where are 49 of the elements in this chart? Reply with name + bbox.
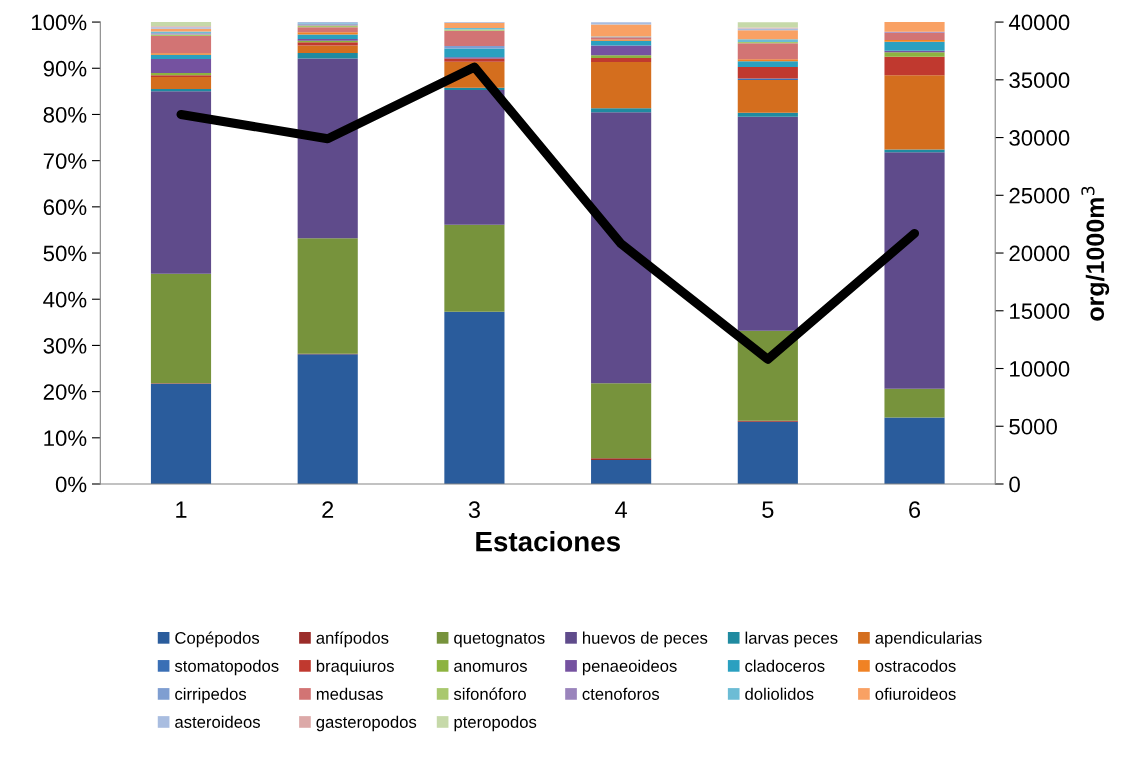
x-tick-label: 2 — [322, 501, 334, 518]
x-axis-title: Estaciones — [476, 531, 620, 552]
y2-tick-label: 10000 — [1010, 361, 1070, 377]
x-tick-label: 6 — [909, 501, 921, 519]
legend-label: anfípodos — [316, 631, 389, 648]
y-tick-label: 90% — [43, 60, 87, 77]
legend-label: Copépodos — [175, 631, 260, 648]
legend-label: anomuros — [454, 662, 527, 672]
legend-label: quetognatos — [454, 632, 545, 648]
legend-label: asteroideos — [175, 715, 260, 728]
legend-label: huevos de peces — [583, 631, 708, 648]
legend-label: braquiuros — [316, 659, 394, 676]
legend-label: pteropodos — [454, 715, 537, 732]
legend-label: stomatopodos — [174, 659, 279, 676]
y-tick-label: 40% — [43, 291, 87, 308]
x-tick-label: 4 — [615, 501, 627, 518]
legend-label: medusas — [316, 687, 383, 700]
legend-label: apendicularias — [875, 631, 982, 648]
y-tick-label: 10% — [44, 430, 87, 447]
y-tick-label: 80% — [43, 106, 87, 123]
y-tick-label: 0% — [55, 476, 87, 493]
legend-label: ostracodos — [875, 659, 956, 672]
y2-axis-title: org/1000m$^{3}$ — [1081, 186, 1110, 321]
y2-tick-label: 40000 — [1008, 14, 1070, 31]
legend-label: cirripedos — [175, 687, 247, 704]
x-tick-label: 5 — [762, 501, 774, 519]
y-tick-label: 60% — [43, 199, 87, 216]
y2-tick-label: 25000 — [1009, 187, 1070, 204]
legend-label: gasteropodos — [316, 715, 417, 732]
x-tick-label: 1 — [176, 501, 187, 518]
y-tick-label: 70% — [43, 153, 87, 169]
legend-label: doliolidos — [745, 687, 814, 700]
legend-label: penaeoideos — [582, 659, 677, 676]
y2-tick-label: 0 — [1009, 476, 1020, 493]
y-tick-label: 30% — [43, 337, 87, 354]
y2-tick-label: 30000 — [1009, 130, 1070, 146]
legend-label: larvas peces — [745, 631, 838, 648]
legend-label: ctenoforos — [582, 687, 660, 700]
y-tick-label: 100% — [31, 14, 87, 31]
y2-tick-label: 5000 — [1009, 418, 1057, 435]
y-tick-label: 50% — [43, 245, 87, 262]
y2-tick-label: 35000 — [1009, 72, 1070, 89]
legend-label: cladoceros — [745, 659, 825, 672]
y2-tick-label: 20000 — [1009, 245, 1070, 262]
legend-label: sifonóforo — [453, 687, 526, 700]
legend-label: ofiuroideos — [875, 687, 956, 700]
y-tick-label: 20% — [43, 384, 87, 400]
x-tick-label: 3 — [468, 501, 480, 519]
y2-tick-label: 15000 — [1010, 303, 1070, 320]
